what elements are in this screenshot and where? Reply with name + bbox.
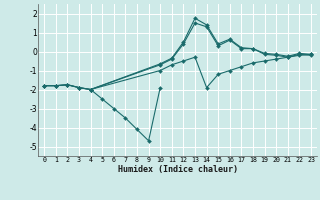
X-axis label: Humidex (Indice chaleur): Humidex (Indice chaleur) [118, 165, 238, 174]
